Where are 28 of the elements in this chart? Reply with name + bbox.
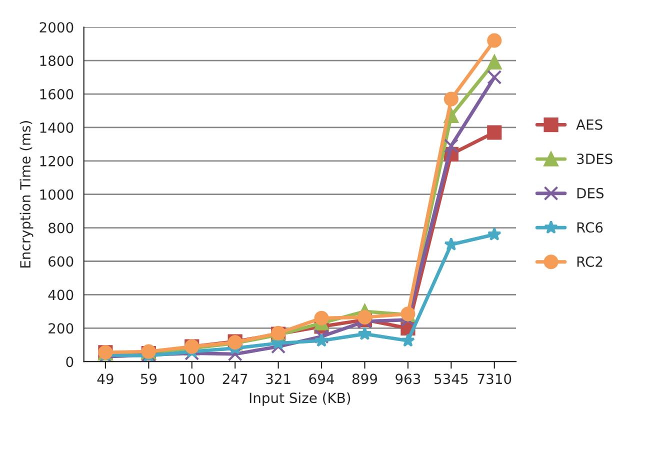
y-tick-label: 0 bbox=[66, 356, 74, 368]
x-tick-label: 5345 bbox=[434, 374, 468, 384]
y-tick-label: 1000 bbox=[40, 189, 74, 200]
x-tick-label: 59 bbox=[140, 374, 157, 384]
y-tick-label: 400 bbox=[48, 290, 74, 300]
y-tick-label: 1600 bbox=[40, 88, 74, 100]
legend-label: RC2 bbox=[577, 256, 602, 267]
x-tick-label: 49 bbox=[97, 374, 114, 384]
x-tick-label: 247 bbox=[222, 374, 248, 384]
y-tick-label: 600 bbox=[48, 256, 74, 267]
y-tick-label: 200 bbox=[48, 323, 74, 334]
legend-label: DES bbox=[577, 188, 604, 198]
x-tick-label: 899 bbox=[352, 374, 378, 384]
y-tick-label: 1200 bbox=[40, 156, 74, 166]
legend-label: 3DES bbox=[577, 154, 612, 164]
y-tick-label: 1400 bbox=[40, 122, 74, 133]
y-tick-label: 800 bbox=[48, 222, 74, 234]
x-tick-label: 694 bbox=[309, 374, 334, 384]
y-tick-label: 2000 bbox=[40, 22, 74, 33]
legend-label: RC6 bbox=[577, 222, 603, 233]
legend-label: AES bbox=[576, 119, 602, 130]
x-tick-label: 321 bbox=[266, 374, 290, 384]
x-axis-title: Input Size (KB) bbox=[250, 392, 350, 406]
y-tick-label: 1800 bbox=[40, 56, 74, 66]
x-tick-label: 963 bbox=[396, 374, 420, 384]
y-axis-title: Encryption Time (ms) bbox=[20, 121, 34, 268]
x-tick-label: 7310 bbox=[478, 374, 512, 384]
x-tick-label: 100 bbox=[180, 374, 204, 384]
